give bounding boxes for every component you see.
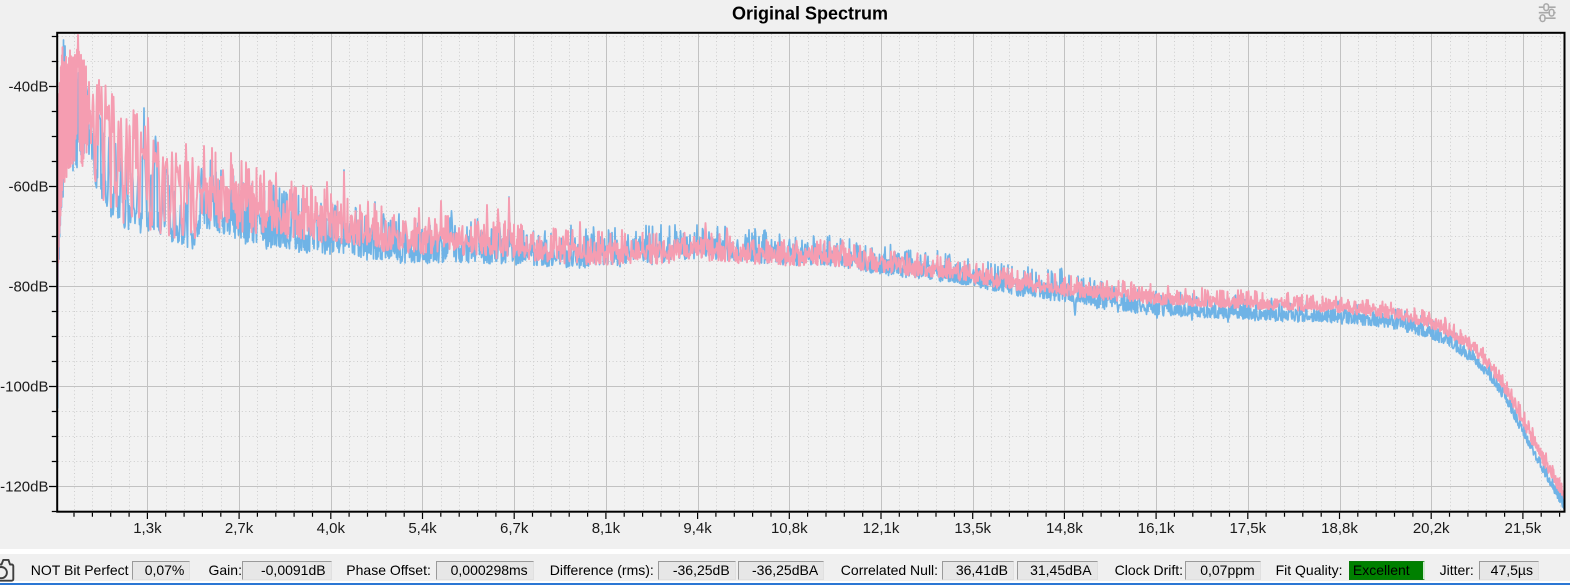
svg-text:16,1k: 16,1k xyxy=(1138,520,1175,537)
svg-text:20,2k: 20,2k xyxy=(1413,520,1450,537)
svg-text:10,8k: 10,8k xyxy=(771,520,808,537)
svg-text:21,5k: 21,5k xyxy=(1505,520,1542,537)
svg-text:4,0k: 4,0k xyxy=(317,520,346,537)
svg-text:-40dB: -40dB xyxy=(8,79,48,96)
svg-text:-100dB: -100dB xyxy=(0,379,48,396)
svg-text:-80dB: -80dB xyxy=(8,279,48,296)
svg-text:18,8k: 18,8k xyxy=(1321,520,1358,537)
svg-text:2,7k: 2,7k xyxy=(225,520,254,537)
svg-text:17,5k: 17,5k xyxy=(1229,520,1266,537)
svg-text:9,4k: 9,4k xyxy=(683,520,712,537)
svg-text:13,5k: 13,5k xyxy=(954,520,991,537)
svg-text:6,7k: 6,7k xyxy=(500,520,529,537)
svg-text:5,4k: 5,4k xyxy=(408,520,437,537)
svg-text:14,8k: 14,8k xyxy=(1046,520,1083,537)
svg-text:-120dB: -120dB xyxy=(0,479,48,496)
svg-text:8,1k: 8,1k xyxy=(592,520,621,537)
svg-text:Original Spectrum: Original Spectrum xyxy=(732,4,888,24)
svg-text:1,3k: 1,3k xyxy=(133,520,162,537)
svg-text:12,1k: 12,1k xyxy=(863,520,900,537)
svg-text:-60dB: -60dB xyxy=(8,179,48,196)
